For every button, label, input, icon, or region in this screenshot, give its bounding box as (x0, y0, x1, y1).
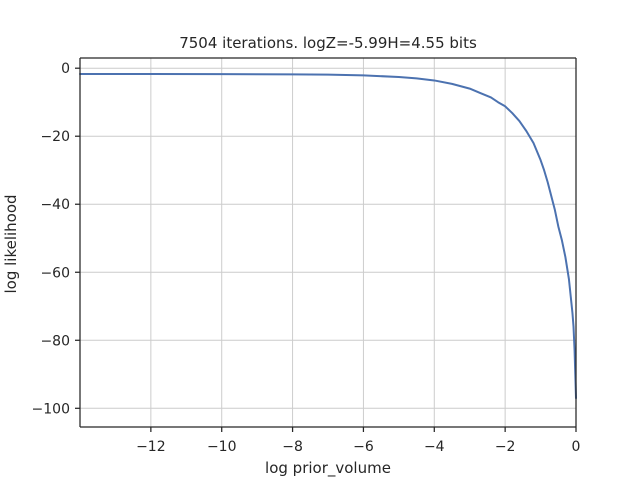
gridlines (80, 58, 577, 427)
y-axis-label: log likelihood (2, 194, 20, 293)
x-tick-label: 0 (572, 439, 581, 455)
x-tick-label: −2 (495, 439, 516, 455)
x-tick-label: −6 (353, 439, 374, 455)
x-tick-label: −4 (424, 439, 445, 455)
ticks: −12 −10 −8 −6 −4 −2 00−20−40−60−80−100 (32, 61, 581, 455)
plot-area (79, 72, 577, 400)
y-tick-label: −100 (32, 401, 70, 417)
x-tick-label: −10 (207, 439, 237, 455)
y-tick-label: −80 (40, 333, 70, 349)
y-tick-label: −20 (40, 129, 70, 145)
x-tick-label: −12 (136, 439, 166, 455)
y-tick-label: −40 (40, 197, 70, 213)
y-tick-label: 0 (61, 61, 70, 77)
series-line (79, 72, 577, 400)
axes-frame (79, 57, 577, 428)
chart-title: 7504 iterations. logZ=-5.99H=4.55 bits (179, 34, 477, 52)
x-tick-label: −8 (282, 439, 303, 455)
y-tick-label: −60 (40, 265, 70, 281)
x-axis-label: log prior_volume (265, 459, 391, 478)
